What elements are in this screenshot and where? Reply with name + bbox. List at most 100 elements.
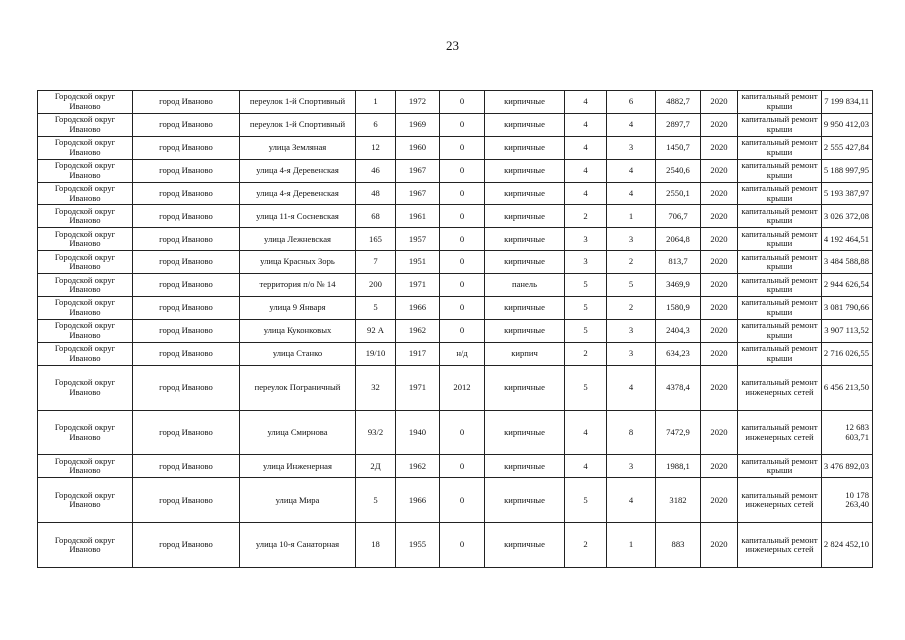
cell-municipality: Городской округ Иваново [37, 296, 133, 320]
cell-street: переулок 1-й Спортивный [239, 90, 356, 114]
cell-street: территория п/о № 14 [239, 273, 356, 298]
cell-house-number: 165 [355, 227, 396, 252]
table-row: Городской округ Иваново город Иваново улиц… [37, 318, 873, 343]
cell-area: 3182 [655, 477, 701, 524]
cell-year-built: 1972 [395, 90, 440, 114]
cell-floors: 5 [564, 296, 607, 320]
cell-entrances: 3 [606, 135, 656, 160]
cell-area: 1580,9 [655, 296, 701, 320]
cell-house-number: 18 [355, 522, 396, 569]
cell-year-renovated: 0 [439, 204, 485, 229]
cell-house-number: 48 [355, 181, 396, 206]
cell-settlement: город Иваново [132, 250, 240, 275]
cell-wall-material: кирпичные [484, 112, 565, 137]
cell-street: улица Мира [239, 477, 356, 524]
cell-street: улица Инженерная [239, 454, 356, 479]
cell-cost: 5 193 387,97 [821, 181, 873, 206]
cell-municipality: Городской округ Иваново [37, 90, 133, 114]
cell-plan-year: 2020 [700, 227, 738, 252]
cell-cost: 5 188 997,95 [821, 158, 873, 183]
cell-street: улица Земляная [239, 135, 356, 160]
cell-cost: 2 944 626,54 [821, 273, 873, 298]
cell-cost: 2 555 427,84 [821, 135, 873, 160]
cell-area: 2550,1 [655, 181, 701, 206]
table-row: Городской округ Иваново город Иваново улиц… [37, 135, 873, 160]
cell-work-type: капитальный ремонт инженерных сетей [737, 522, 822, 569]
cell-year-renovated: 0 [439, 250, 485, 275]
cell-street: улица Куконковых [239, 318, 356, 343]
cell-year-built: 1961 [395, 204, 440, 229]
cell-plan-year: 2020 [700, 135, 738, 160]
cell-area: 7472,9 [655, 409, 701, 456]
cell-work-type: капитальный ремонт крыши [737, 273, 822, 298]
cell-street: улица Смирнова [239, 409, 356, 456]
cell-plan-year: 2020 [700, 181, 738, 206]
cell-municipality: Городской округ Иваново [37, 477, 133, 524]
cell-area: 813,7 [655, 250, 701, 275]
cell-year-renovated: 0 [439, 477, 485, 524]
table-row: Городской округ Иваново город Иваново улиц… [37, 409, 873, 456]
cell-wall-material: кирпичные [484, 227, 565, 252]
cell-work-type: капитальный ремонт крыши [737, 318, 822, 343]
cell-work-type: капитальный ремонт инженерных сетей [737, 409, 822, 456]
table-row: Городской округ Иваново город Иваново улиц… [37, 296, 873, 320]
cell-wall-material: кирпичные [484, 454, 565, 479]
cell-year-built: 1962 [395, 318, 440, 343]
table-row: Городской округ Иваново город Иваново улиц… [37, 181, 873, 206]
cell-work-type: капитальный ремонт инженерных сетей [737, 364, 822, 411]
cell-year-renovated: 0 [439, 227, 485, 252]
cell-house-number: 6 [355, 112, 396, 137]
cell-area: 883 [655, 522, 701, 569]
cell-settlement: город Иваново [132, 318, 240, 343]
cell-house-number: 93/2 [355, 409, 396, 456]
cell-entrances: 4 [606, 181, 656, 206]
cell-entrances: 1 [606, 522, 656, 569]
cell-plan-year: 2020 [700, 296, 738, 320]
cell-street: улица Красных Зорь [239, 250, 356, 275]
cell-year-renovated: 2012 [439, 364, 485, 411]
cell-street: улица 9 Января [239, 296, 356, 320]
cell-house-number: 12 [355, 135, 396, 160]
cell-entrances: 4 [606, 477, 656, 524]
cell-area: 2064,8 [655, 227, 701, 252]
cell-cost: 9 950 412,03 [821, 112, 873, 137]
cell-municipality: Городской округ Иваново [37, 227, 133, 252]
cell-cost: 2 716 026,55 [821, 341, 873, 366]
cell-municipality: Городской округ Иваново [37, 522, 133, 569]
cell-plan-year: 2020 [700, 112, 738, 137]
cell-year-built: 1969 [395, 112, 440, 137]
cell-plan-year: 2020 [700, 318, 738, 343]
cell-settlement: город Иваново [132, 181, 240, 206]
cell-year-renovated: 0 [439, 135, 485, 160]
cell-settlement: город Иваново [132, 273, 240, 298]
cell-municipality: Городской округ Иваново [37, 112, 133, 137]
cell-floors: 2 [564, 341, 607, 366]
cell-year-built: 1955 [395, 522, 440, 569]
cell-year-built: 1971 [395, 364, 440, 411]
cell-work-type: капитальный ремонт крыши [737, 204, 822, 229]
cell-entrances: 5 [606, 273, 656, 298]
table-row: Городской округ Иваново город Иваново улиц… [37, 477, 873, 524]
cell-floors: 5 [564, 477, 607, 524]
cell-municipality: Городской округ Иваново [37, 250, 133, 275]
cell-plan-year: 2020 [700, 477, 738, 524]
cell-wall-material: кирпичные [484, 409, 565, 456]
cell-year-renovated: 0 [439, 296, 485, 320]
cell-work-type: капитальный ремонт крыши [737, 227, 822, 252]
cell-year-renovated: 0 [439, 318, 485, 343]
cell-street: улица 4-я Деревенская [239, 158, 356, 183]
cell-work-type: капитальный ремонт крыши [737, 112, 822, 137]
cell-work-type: капитальный ремонт крыши [737, 90, 822, 114]
cell-floors: 4 [564, 454, 607, 479]
cell-house-number: 1 [355, 90, 396, 114]
cell-wall-material: панель [484, 273, 565, 298]
cell-year-built: 1957 [395, 227, 440, 252]
cell-floors: 4 [564, 409, 607, 456]
cell-entrances: 6 [606, 90, 656, 114]
cell-settlement: город Иваново [132, 158, 240, 183]
cell-house-number: 7 [355, 250, 396, 275]
cell-settlement: город Иваново [132, 227, 240, 252]
cell-plan-year: 2020 [700, 364, 738, 411]
cell-floors: 2 [564, 522, 607, 569]
cell-entrances: 3 [606, 341, 656, 366]
